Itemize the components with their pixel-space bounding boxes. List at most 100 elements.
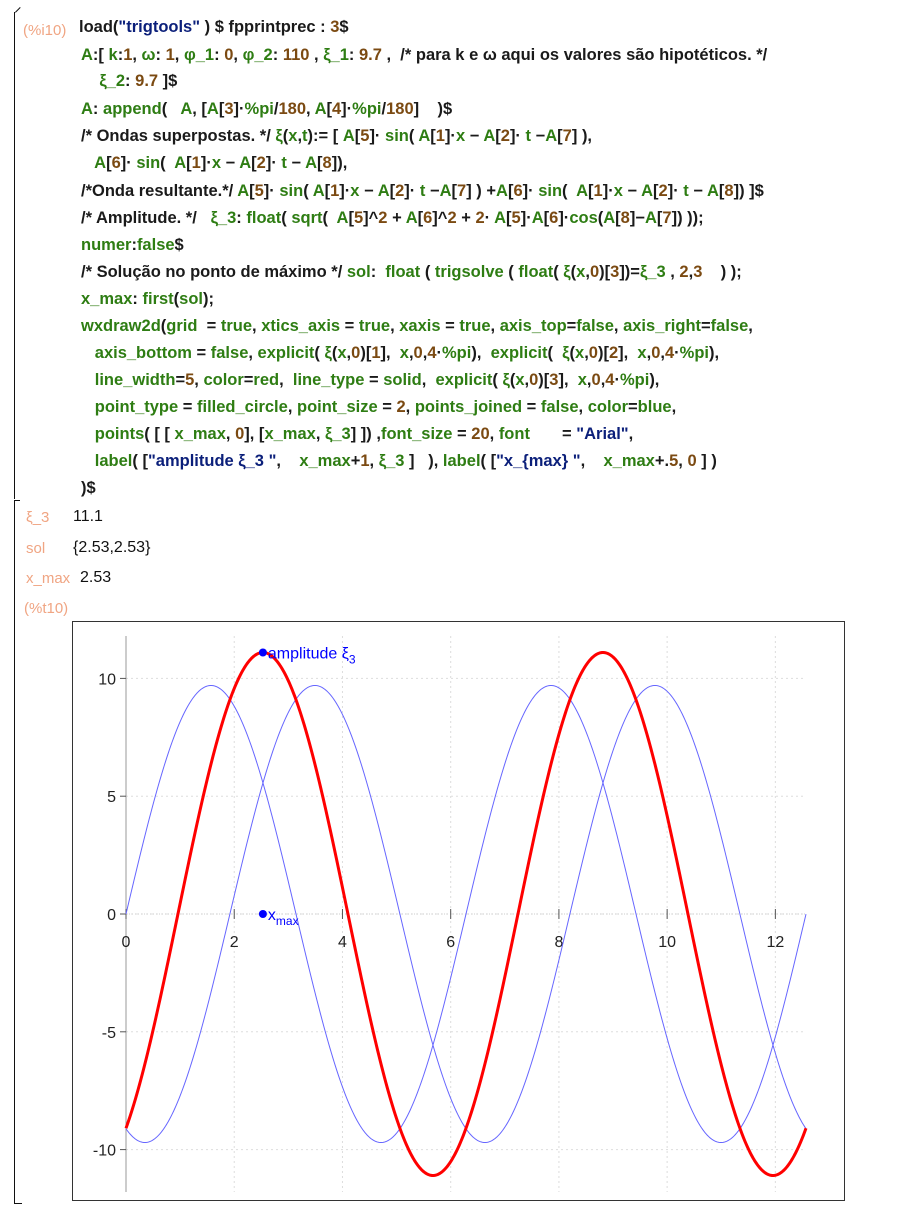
code-line[interactable]: point_type = filled_circle, point_size =… xyxy=(81,397,676,417)
code-token: ]^ xyxy=(432,209,448,227)
code-line[interactable]: A[6]· sin( A[1]·x − A[2]· t − A[8]), xyxy=(81,153,347,173)
code-token: 1 xyxy=(593,182,603,200)
code-token: 6 xyxy=(423,209,433,227)
code-token: red xyxy=(253,371,280,389)
code-token: A xyxy=(94,154,107,172)
x-tick-label: 6 xyxy=(446,934,455,951)
code-line[interactable]: label( ["amplitude ξ_3 ", x_max+1, ξ_3 ]… xyxy=(81,451,717,471)
code-token: 6 xyxy=(549,209,559,227)
code-token: [ xyxy=(389,182,396,200)
code-token: A xyxy=(239,154,252,172)
code-token: ]· xyxy=(404,182,420,200)
code-token: ]· xyxy=(520,209,532,227)
code-token: 5 xyxy=(185,371,195,389)
code-token: t xyxy=(525,127,532,145)
code-token: blue xyxy=(637,398,672,416)
code-token: , [ xyxy=(192,100,207,118)
input-prompt: (%i10) xyxy=(23,22,67,39)
code-line[interactable]: A:[ k:1, ω: 1, φ_1: 0, φ_2: 110 , ξ_1: 9… xyxy=(81,45,767,65)
code-token: [ xyxy=(615,209,621,227)
output-cell-bracket[interactable] xyxy=(14,500,22,1204)
code-token: ( xyxy=(492,371,503,389)
code-token: = xyxy=(243,371,254,389)
code-token: 0 xyxy=(651,344,661,362)
code-line[interactable]: /* Amplitude. */ ξ_3: float( sqrt( A[5]^… xyxy=(81,208,704,228)
code-line[interactable]: /* Solução no ponto de máximo */ sol: fl… xyxy=(81,262,742,282)
code-token: $ xyxy=(174,236,184,254)
code-token: ]· xyxy=(341,100,353,118)
code-token: ( xyxy=(160,317,167,335)
code-token: , xyxy=(194,371,204,389)
code-token: , xyxy=(279,371,293,389)
code-line[interactable]: numer:false$ xyxy=(81,235,184,255)
code-token: , xyxy=(369,452,379,470)
code-token: , xyxy=(613,317,624,335)
code-token: − xyxy=(221,154,240,172)
code-token: , xyxy=(306,100,315,118)
x-tick-label: 4 xyxy=(338,934,347,951)
code-line[interactable]: A: append( A, [A[3]·%pi/180, A[4]·%pi/18… xyxy=(81,99,452,119)
code-token: [ xyxy=(249,182,255,200)
code-token: explicit xyxy=(490,344,548,362)
code-token: /*Onda resultante.*/ xyxy=(81,182,238,200)
code-token: 180 xyxy=(278,100,306,118)
code-token: 2 xyxy=(256,154,266,172)
code-token: 2 xyxy=(658,182,668,200)
code-token: color xyxy=(587,398,629,416)
input-cell-bracket[interactable] xyxy=(14,12,15,499)
code-token: A xyxy=(174,154,187,172)
code-token: 7 xyxy=(457,182,467,200)
output-label: x_max xyxy=(26,570,71,587)
code-token: x xyxy=(350,182,360,200)
code-token: 7 xyxy=(662,209,672,227)
code-token: , xyxy=(646,344,652,362)
code-token: ]) ]$ xyxy=(733,182,764,200)
code-token: wxdraw2d xyxy=(81,317,161,335)
code-token: ):= [ xyxy=(307,127,343,145)
code-token: label xyxy=(442,452,481,470)
code-token: ]− xyxy=(629,209,645,227)
code-token: ξ xyxy=(275,127,283,145)
code-token: %pi xyxy=(619,371,650,389)
code-token: = xyxy=(197,317,221,335)
code-line[interactable]: wxdraw2d(grid = true, xtics_axis = true,… xyxy=(81,316,753,336)
code-line[interactable]: /* Ondas superpostas. */ ξ(x,t):= [ A[5]… xyxy=(81,126,592,146)
code-line[interactable]: )$ xyxy=(81,478,96,498)
code-token: , xyxy=(422,344,428,362)
code-token: , xyxy=(628,425,634,443)
code-token: , xyxy=(665,263,680,281)
code-line[interactable]: /*Onda resultante.*/ A[5]· sin( A[1]·x −… xyxy=(81,181,764,201)
code-token: xtics_axis xyxy=(261,317,341,335)
code-line[interactable]: line_width=5, color=red, line_type = sol… xyxy=(81,370,660,390)
code-line[interactable]: ξ_2: 9.7 ]$ xyxy=(81,71,177,91)
code-token: , xyxy=(252,317,262,335)
code-token: , xyxy=(524,371,530,389)
code-token: true xyxy=(459,317,491,335)
code-token: ( xyxy=(503,263,519,281)
code-line[interactable]: x_max: first(sol); xyxy=(81,289,214,309)
code-token: ]· xyxy=(667,182,684,200)
code-token: ]· xyxy=(339,182,351,200)
code-token: : xyxy=(236,209,247,227)
code-line[interactable]: load("trigtools" ) $ fpprintprec : 3$ xyxy=(79,17,349,37)
code-token: , xyxy=(585,263,590,281)
code-token: = xyxy=(178,398,197,416)
code-token: · xyxy=(614,371,620,389)
code-token: 8 xyxy=(322,154,332,172)
annotation-subscript: 3 xyxy=(349,652,356,666)
code-token: A xyxy=(418,127,431,145)
code-token: = xyxy=(522,398,541,416)
x-tick-label: 2 xyxy=(230,934,239,951)
code-line[interactable]: points( [ [ x_max, 0], [x_max, ξ_3] ]) ,… xyxy=(81,424,633,444)
code-token: = xyxy=(452,425,472,443)
code-token: , xyxy=(671,398,677,416)
code-token: 1 xyxy=(123,46,133,64)
code-token: sol xyxy=(346,263,371,281)
code-token: sin xyxy=(136,154,161,172)
code-token: ξ_2 xyxy=(99,72,126,90)
code-token: [ xyxy=(317,154,323,172)
code-token: A xyxy=(531,209,544,227)
code-line[interactable]: axis_bottom = false, explicit( ξ(x,0)[1]… xyxy=(81,343,719,363)
code-token: /* Amplitude. */ xyxy=(81,209,211,227)
y-tick-label: 5 xyxy=(107,789,116,806)
